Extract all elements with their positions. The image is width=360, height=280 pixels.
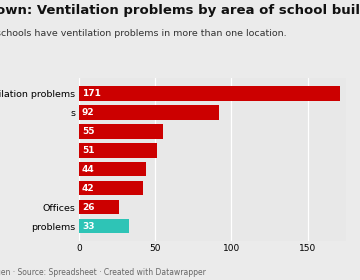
Text: 55: 55 — [82, 127, 94, 136]
Bar — [79, 162, 146, 176]
Text: schools have ventilation problems in more than one location.: schools have ventilation problems in mor… — [0, 29, 287, 38]
Bar — [79, 143, 157, 158]
Bar — [79, 219, 130, 234]
Text: 51: 51 — [82, 146, 94, 155]
Text: own: Ventilation problems by area of school building: own: Ventilation problems by area of sch… — [0, 4, 360, 17]
Bar — [79, 181, 143, 195]
Text: 171: 171 — [82, 89, 101, 98]
Bar — [79, 105, 219, 120]
Text: 26: 26 — [82, 202, 94, 212]
Text: 92: 92 — [82, 108, 95, 117]
Text: 33: 33 — [82, 221, 94, 230]
Bar — [79, 200, 119, 214]
Bar — [79, 86, 339, 101]
Text: gen · Source: Spreadsheet · Created with Datawrapper: gen · Source: Spreadsheet · Created with… — [0, 268, 206, 277]
Text: 44: 44 — [82, 165, 95, 174]
Bar — [79, 124, 163, 139]
Text: 42: 42 — [82, 184, 95, 193]
